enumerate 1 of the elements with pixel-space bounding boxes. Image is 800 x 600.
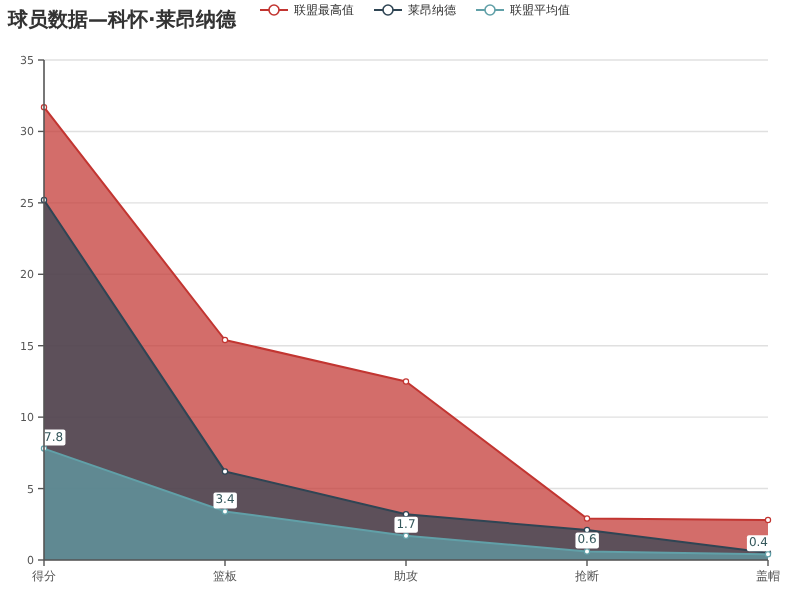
chart-title: 球员数据—科怀·莱昂纳德 bbox=[6, 8, 238, 32]
